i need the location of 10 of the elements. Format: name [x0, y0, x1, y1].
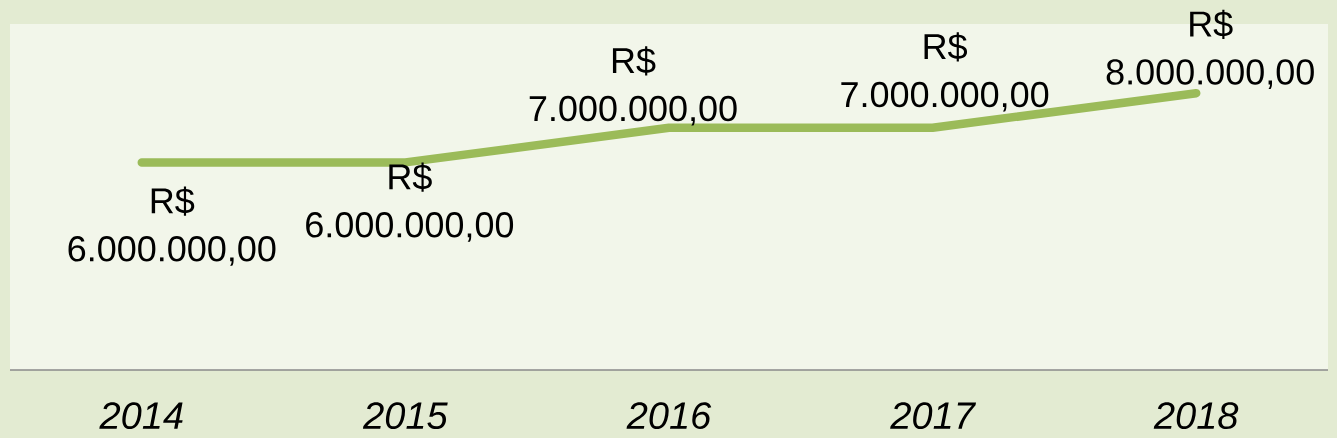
- x-tick-label: 2015: [362, 402, 448, 430]
- x-tick-label: 2016: [626, 402, 712, 430]
- data-label: R$ 6.000.000,00: [306, 162, 514, 242]
- data-label: R$ 8.000.000,00: [1106, 9, 1314, 89]
- data-label: R$ 7.000.000,00: [529, 46, 737, 126]
- data-label: R$ 7.000.000,00: [841, 32, 1049, 112]
- x-tick-label: 2018: [1153, 402, 1239, 430]
- x-tick-label: 2014: [99, 402, 183, 430]
- data-label: R$ 6.000.000,00: [68, 186, 276, 266]
- x-tick-label: 2017: [890, 402, 977, 430]
